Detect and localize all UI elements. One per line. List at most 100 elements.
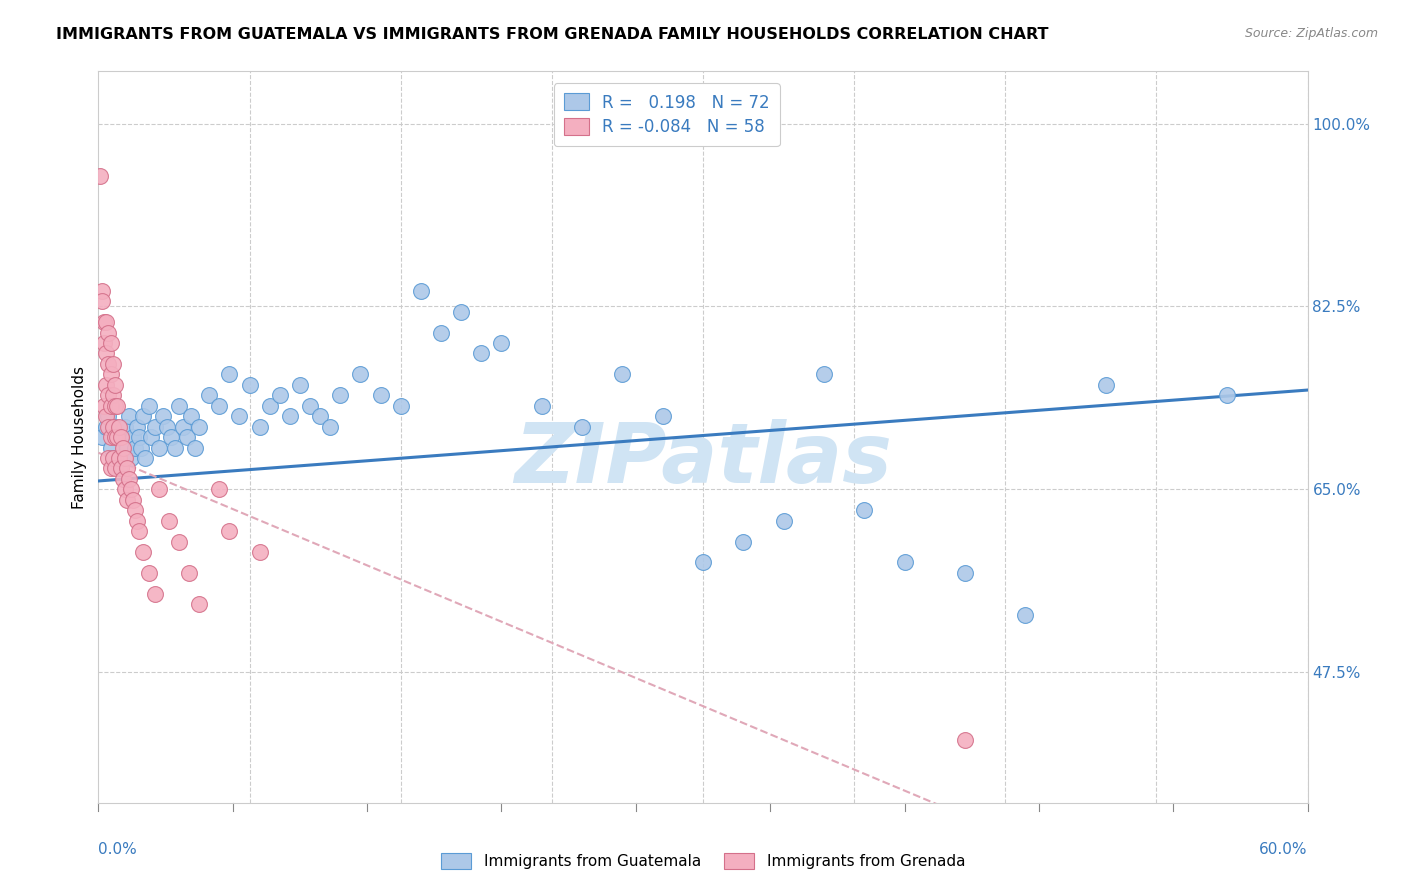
Point xyxy=(612,368,634,382)
Point xyxy=(319,419,342,434)
Point xyxy=(91,294,114,309)
Point xyxy=(167,399,190,413)
Point xyxy=(91,430,114,444)
Point xyxy=(97,357,120,371)
Point xyxy=(172,419,194,434)
Point xyxy=(110,430,132,444)
Point xyxy=(389,399,412,413)
Point xyxy=(100,336,122,351)
Point xyxy=(329,388,352,402)
Point xyxy=(132,545,155,559)
Point xyxy=(239,377,262,392)
Point xyxy=(100,461,122,475)
Point xyxy=(93,336,115,351)
Point xyxy=(121,492,143,507)
Point xyxy=(107,450,129,465)
Point xyxy=(111,441,134,455)
Point xyxy=(772,514,794,528)
Point xyxy=(120,450,142,465)
Point xyxy=(101,388,124,402)
Point xyxy=(114,483,136,497)
Point xyxy=(138,566,160,580)
Point xyxy=(813,368,835,382)
Point xyxy=(188,419,211,434)
Text: IMMIGRANTS FROM GUATEMALA VS IMMIGRANTS FROM GRENADA FAMILY HOUSEHOLDS CORRELATI: IMMIGRANTS FROM GUATEMALA VS IMMIGRANTS … xyxy=(56,27,1049,42)
Point xyxy=(152,409,174,424)
Point xyxy=(129,441,152,455)
Point xyxy=(91,284,114,298)
Point xyxy=(97,409,120,424)
Point xyxy=(188,597,211,611)
Point xyxy=(105,399,128,413)
Point xyxy=(138,399,160,413)
Point xyxy=(89,169,111,183)
Point xyxy=(288,377,311,392)
Point xyxy=(100,441,122,455)
Point xyxy=(278,409,301,424)
Point xyxy=(163,441,186,455)
Point xyxy=(157,514,180,528)
Point xyxy=(97,450,120,465)
Y-axis label: Family Households: Family Households xyxy=(72,366,87,508)
Point xyxy=(100,430,122,444)
Point xyxy=(111,472,134,486)
Point xyxy=(228,409,250,424)
Point xyxy=(893,556,915,570)
Point xyxy=(114,450,136,465)
Point xyxy=(101,450,124,465)
Point xyxy=(96,346,118,360)
Point xyxy=(409,284,432,298)
Point xyxy=(208,483,231,497)
Point xyxy=(198,388,221,402)
Point xyxy=(491,336,513,351)
Point xyxy=(139,430,162,444)
Point xyxy=(180,409,202,424)
Point xyxy=(93,399,115,413)
Point xyxy=(128,524,150,538)
Point xyxy=(121,430,143,444)
Point xyxy=(370,388,392,402)
Point xyxy=(96,377,118,392)
Point xyxy=(107,419,129,434)
Point xyxy=(93,315,115,329)
Point xyxy=(953,733,976,747)
Point xyxy=(97,326,120,340)
Text: ZIPatlas: ZIPatlas xyxy=(515,418,891,500)
Point xyxy=(450,304,472,318)
Point xyxy=(124,441,146,455)
Point xyxy=(249,419,271,434)
Point xyxy=(1014,607,1036,622)
Point xyxy=(97,388,120,402)
Point xyxy=(115,492,138,507)
Point xyxy=(853,503,876,517)
Point xyxy=(299,399,322,413)
Legend: R =   0.198   N = 72, R = -0.084   N = 58: R = 0.198 N = 72, R = -0.084 N = 58 xyxy=(554,83,780,146)
Point xyxy=(143,419,166,434)
Point xyxy=(101,450,124,465)
Point xyxy=(101,419,124,434)
Point xyxy=(115,461,138,475)
Point xyxy=(110,461,132,475)
Point xyxy=(103,399,125,413)
Point xyxy=(103,419,125,434)
Point xyxy=(470,346,492,360)
Point xyxy=(103,461,125,475)
Point xyxy=(1216,388,1239,402)
Point xyxy=(309,409,332,424)
Point xyxy=(107,461,129,475)
Point xyxy=(96,315,118,329)
Point xyxy=(651,409,673,424)
Point xyxy=(128,430,150,444)
Point xyxy=(103,377,125,392)
Point xyxy=(120,483,142,497)
Point xyxy=(110,430,132,444)
Point xyxy=(160,430,183,444)
Point xyxy=(96,419,118,434)
Point xyxy=(156,419,179,434)
Text: 0.0%: 0.0% xyxy=(98,842,138,856)
Point xyxy=(733,534,755,549)
Point xyxy=(176,430,198,444)
Point xyxy=(125,514,148,528)
Point xyxy=(218,368,240,382)
Point xyxy=(143,587,166,601)
